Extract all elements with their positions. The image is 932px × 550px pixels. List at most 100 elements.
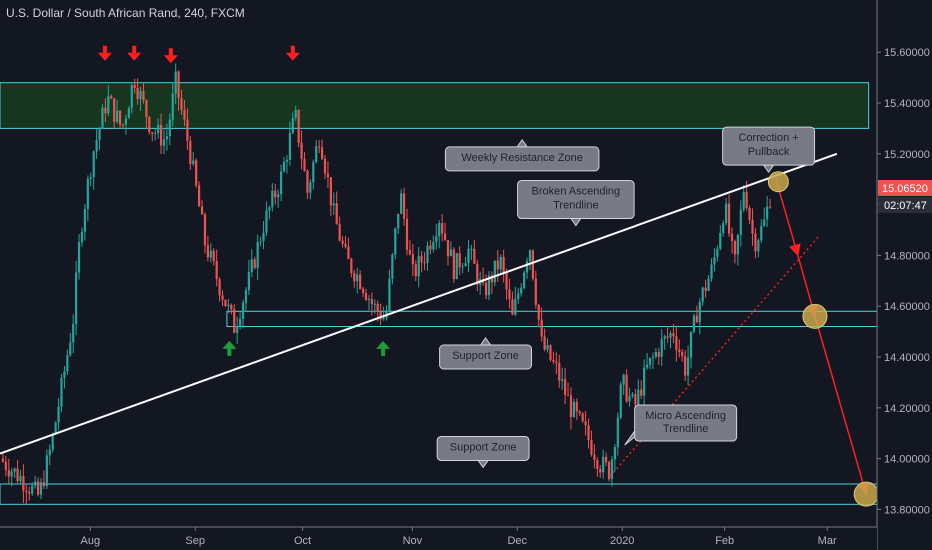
candle-body [22, 476, 25, 491]
candle-body [569, 395, 573, 418]
candle-body [616, 417, 619, 448]
candle-body [754, 233, 757, 252]
candle-body [508, 289, 511, 300]
candle-body [607, 462, 611, 480]
candle-body [710, 264, 713, 279]
candle-body [297, 109, 300, 143]
candle-body [224, 299, 227, 307]
candle-body [449, 249, 453, 257]
annotation-2[interactable]: Broken Ascending Trendline [517, 180, 635, 227]
candle-body [596, 459, 599, 469]
broken-ascending-trendline[interactable] [0, 152, 838, 455]
candle-body [323, 158, 327, 174]
candle-body [613, 447, 616, 460]
candle-body [326, 173, 330, 178]
candle-body [127, 108, 130, 119]
candle-body [461, 266, 464, 268]
candle-body [523, 272, 526, 288]
candle-body [373, 303, 376, 305]
candle-body [493, 260, 496, 283]
candle-body [92, 151, 95, 178]
candle-body [402, 193, 406, 219]
annotation-text: Weekly Resistance Zone [461, 152, 582, 164]
candle-body [666, 336, 669, 338]
candle-body [341, 240, 344, 244]
candle-body [426, 245, 429, 263]
candle-body [766, 206, 769, 220]
candle-body [101, 107, 104, 129]
price-tick-label: 14.20000 [884, 403, 930, 415]
candle-body [274, 190, 277, 198]
target-circle-3[interactable] [853, 481, 879, 507]
annotation-1[interactable]: Weekly Resistance Zone [444, 139, 600, 172]
candle-body [496, 260, 499, 270]
projection-leg-3 [814, 316, 869, 496]
candle-body [370, 299, 373, 305]
time-tick-label: Mar [818, 535, 837, 547]
candle-body [725, 203, 728, 224]
zone-1[interactable] [0, 82, 870, 129]
candle-body [408, 249, 412, 255]
candle-body [578, 411, 581, 414]
time-tick-label: Feb [715, 535, 734, 547]
annotation-box [634, 404, 738, 442]
annotation-text: Trendline [553, 200, 598, 212]
candle-body [584, 421, 587, 426]
candle-body [151, 132, 154, 134]
candle-body [684, 356, 687, 376]
candle-body [209, 250, 212, 258]
candle-body [136, 87, 139, 99]
price-tick-label: 15.40000 [884, 98, 930, 110]
candle-body [514, 299, 517, 315]
time-axis[interactable]: Aug Sep Oct Nov Dec 2020 Feb Mar [0, 526, 877, 550]
candle-body [660, 339, 663, 357]
candle-body [473, 248, 476, 264]
candle-body [247, 271, 250, 291]
annotation-4[interactable]: Support Zone [439, 337, 533, 370]
candle-body [192, 160, 195, 165]
candle-body [36, 481, 40, 495]
price-tick-label: 15.60000 [884, 47, 930, 59]
time-tick-label: Aug [80, 535, 100, 547]
trendline-layer [0, 152, 838, 477]
candle-body [195, 160, 198, 186]
candle-body [575, 401, 578, 412]
candle-body [640, 389, 643, 396]
target-circle-1[interactable] [767, 171, 789, 193]
candle-body [177, 71, 180, 99]
candle-body [663, 336, 666, 340]
candle-body [528, 250, 532, 262]
annotation-6[interactable]: Support Zone [436, 435, 530, 469]
candle-body [581, 413, 584, 422]
candle-body [736, 234, 739, 255]
candle-body [350, 259, 353, 274]
annotation-3[interactable]: Correction + Pullback [722, 126, 816, 174]
candle-body [54, 422, 57, 435]
candle-body [561, 379, 564, 381]
candle-body [558, 363, 561, 381]
candle-body [215, 261, 218, 280]
candle-body [417, 255, 420, 277]
time-tick-label: Dec [507, 535, 527, 547]
annotation-text: Correction + [738, 132, 798, 144]
candle-body [145, 100, 148, 118]
target-circle-2[interactable] [802, 303, 828, 329]
candle-body [686, 357, 690, 376]
candle-body [704, 287, 707, 291]
candle-body [118, 110, 122, 125]
candle-body [713, 256, 716, 265]
candle-body [183, 109, 186, 120]
candle-body [400, 193, 403, 214]
candle-body [300, 142, 303, 159]
candle-body [157, 125, 160, 134]
candle-body [98, 128, 101, 140]
candle-body [51, 434, 54, 450]
candle-body [80, 231, 84, 243]
candle-body [675, 336, 678, 350]
micro-ascending-trendline[interactable] [609, 234, 821, 477]
candle-body [200, 206, 204, 215]
swing-high-arrow-icon [127, 45, 142, 61]
price-axis[interactable]: 15.6000015.4000015.2000015.0000014.80000… [876, 0, 932, 550]
